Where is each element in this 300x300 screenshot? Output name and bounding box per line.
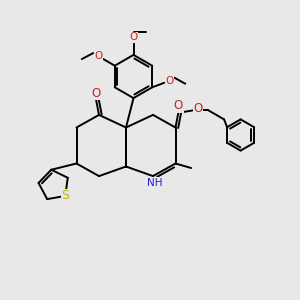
Text: O: O [174,99,183,112]
Text: S: S [61,189,69,203]
Text: NH: NH [147,178,162,188]
Text: O: O [94,51,102,61]
Text: O: O [129,32,138,43]
Text: O: O [165,76,173,86]
Text: O: O [92,87,100,100]
Text: O: O [194,102,202,116]
